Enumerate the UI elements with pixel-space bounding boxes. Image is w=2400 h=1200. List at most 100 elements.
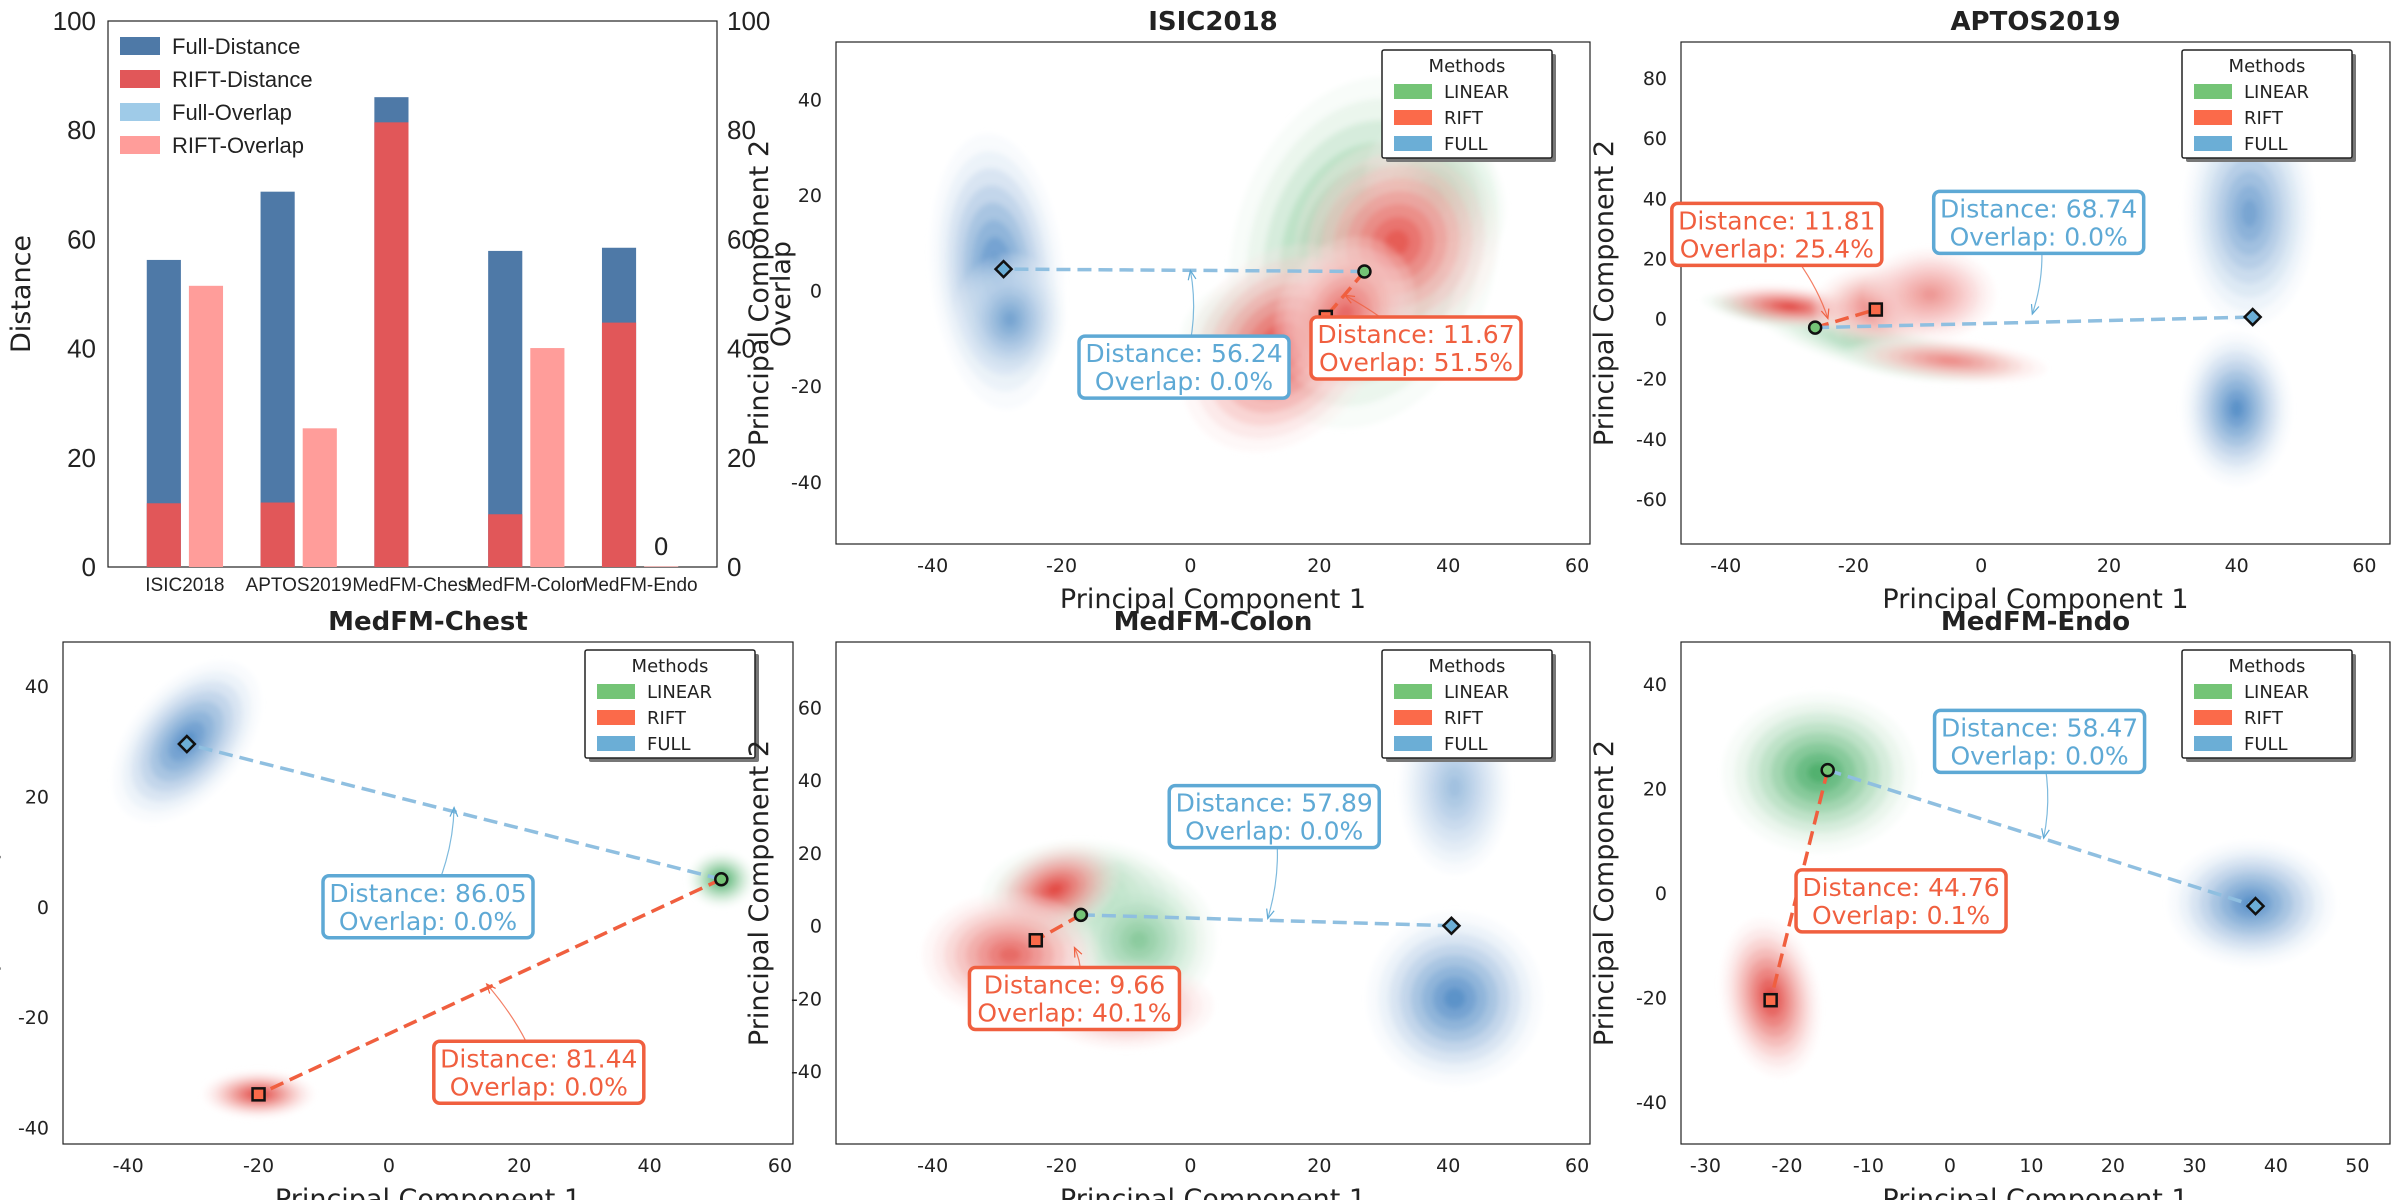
legend-swatch-linear	[1394, 84, 1432, 99]
annotation-box	[967, 965, 1182, 1032]
legend-aptos: Methods LINEAR RIFT FULL	[2181, 49, 2356, 162]
annotation-box	[1077, 334, 1291, 400]
legend-title: Methods	[2229, 656, 2306, 677]
annotation-distance: Distance: 11.67	[1317, 320, 1514, 349]
summary-xtick-medfm-chest: MedFM-Chest	[352, 575, 473, 596]
annotation-box	[1931, 189, 2146, 256]
ylabel-endo: Principal Component 2	[1589, 740, 1620, 1046]
xtick-endo: -30	[1690, 1155, 1721, 1177]
summary-bar-chart: 0 0 20 20 40 40 60 60 80 80 100 100 ISIC2018 APTOS201…	[6, 6, 797, 596]
xlabel-chest: Principal Component 1	[275, 1184, 581, 1200]
xtick-isic: 0	[1184, 555, 1196, 577]
legend-label-linear: LINEAR	[2244, 682, 2309, 703]
annotation-box	[1167, 783, 1381, 850]
legend-label-full: FULL	[1444, 134, 1488, 155]
legend-label-rift-distance: RIFT-Distance	[172, 67, 313, 92]
legend-swatch-rift	[1394, 710, 1432, 725]
annotation-arrowhead	[1187, 269, 1197, 281]
summary-ytick-left: 20	[67, 443, 96, 473]
ytick-aptos: -40	[1636, 429, 1667, 451]
xtick-endo: 10	[2019, 1155, 2043, 1177]
annotation-overlap: Overlap: 0.0%	[1950, 222, 2128, 251]
xtick-isic: 20	[1307, 555, 1331, 577]
xtick-isic: -20	[1046, 555, 1077, 577]
plot-frame-endo	[1680, 641, 2391, 1145]
legend-swatch-linear	[1394, 684, 1432, 699]
panel-title-endo: MedFM-Endo	[1941, 607, 2130, 637]
density-rift-level	[999, 947, 1021, 963]
xlabel-isic: Principal Component 1	[1060, 584, 1366, 615]
xlabel-endo: Principal Component 1	[1882, 1184, 2188, 1200]
ytick-colon: 20	[798, 843, 822, 865]
legend-swatch-linear	[2194, 684, 2232, 699]
ytick-chest: 40	[25, 676, 49, 698]
legend-label-full-overlap: Full-Overlap	[172, 100, 292, 125]
centroid-linear-colon	[1073, 907, 1089, 923]
legend-swatch-rift-overlap	[120, 136, 160, 154]
centroid-linear-aptos	[1807, 320, 1823, 335]
ytick-endo: 0	[1655, 883, 1667, 905]
annotation-arrowhead	[1820, 308, 1830, 321]
annotation-distance: Distance: 9.66	[984, 970, 1165, 999]
summary-xtick-isic2018: ISIC2018	[145, 575, 224, 596]
ylabel-isic: Principal Component 2	[744, 140, 775, 446]
legend-swatch-full-overlap	[120, 103, 160, 121]
annotation-box	[432, 1039, 646, 1106]
xtick-chest: 60	[768, 1155, 792, 1177]
legend-swatch-linear	[2194, 84, 2232, 99]
ytick-chest: -40	[18, 1117, 49, 1139]
annotation-box	[1670, 201, 1884, 268]
line-linear-rift-chest	[257, 877, 723, 1096]
xtick-endo: -10	[1853, 1155, 1884, 1177]
density-full-level	[1003, 311, 1017, 328]
ytick-aptos: 60	[1643, 128, 1667, 150]
legend-box	[584, 649, 756, 759]
xtick-isic: 40	[1436, 555, 1460, 577]
density-rift-level	[1780, 303, 1800, 310]
annotation-arrowhead	[2030, 304, 2040, 316]
panel-title-chest: MedFM-Chest	[328, 607, 528, 637]
line-linear-rift-aptos	[1814, 307, 1877, 330]
ytick-aptos: 0	[1655, 309, 1667, 331]
legend-box	[1381, 49, 1553, 159]
summary-xtick-aptos2019: APTOS2019	[246, 575, 352, 596]
ytick-colon: 0	[810, 916, 822, 938]
legend-label-rift: RIFT	[1444, 108, 1484, 129]
xtick-colon: -40	[917, 1155, 948, 1177]
ytick-endo: 40	[1643, 674, 1667, 696]
legend-swatch-rift	[1394, 110, 1432, 125]
ytick-aptos: -20	[1636, 369, 1667, 391]
legend-label-rift: RIFT	[2244, 108, 2284, 129]
centroid-rift-aptos	[1868, 302, 1884, 317]
annotation-overlap: Overlap: 0.0%	[1950, 741, 2128, 770]
density-full-level	[1447, 776, 1462, 799]
annotation-overlap: Overlap: 0.0%	[1095, 367, 1273, 396]
annotation-overlap: Overlap: 0.0%	[339, 907, 517, 936]
xtick-chest: 0	[383, 1155, 395, 1177]
summary-ytick-right: 60	[727, 224, 756, 254]
legend-label-rift: RIFT	[647, 708, 687, 729]
annotation-distance: Distance: 56.24	[1085, 339, 1282, 368]
ytick-chest: 0	[37, 897, 49, 919]
xtick-endo: 40	[2264, 1155, 2288, 1177]
summary-ytick-left: 80	[67, 115, 96, 145]
bar-rift-distance-isic2018	[146, 503, 181, 567]
summary-y2label: Overlap	[766, 241, 797, 347]
xtick-isic: 60	[1565, 555, 1589, 577]
summary-ytick-right: 100	[727, 6, 770, 36]
xtick-endo: -20	[1771, 1155, 1802, 1177]
ytick-colon: -20	[791, 988, 822, 1010]
centroid-rift-endo	[1763, 992, 1778, 1008]
legend-swatch-full	[1394, 736, 1432, 751]
summary-ytick-left: 60	[67, 224, 96, 254]
summary-xtick-medfm-colon: MedFM-Colon	[466, 575, 586, 596]
bar-rift-distance-medfm-endo	[601, 322, 637, 567]
summary-ytick-left: 100	[53, 6, 96, 36]
